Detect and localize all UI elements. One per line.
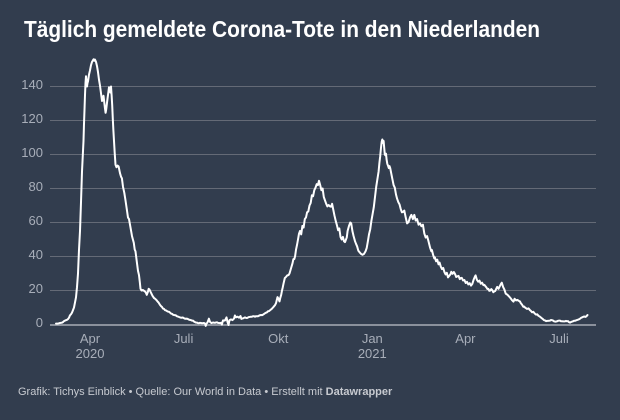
- svg-text:Apr: Apr: [455, 331, 476, 346]
- svg-text:80: 80: [29, 179, 43, 194]
- svg-text:Juli: Juli: [549, 331, 569, 346]
- svg-text:20: 20: [29, 281, 43, 296]
- svg-text:100: 100: [21, 145, 43, 160]
- svg-text:60: 60: [29, 213, 43, 228]
- svg-text:Juli: Juli: [174, 331, 194, 346]
- svg-text:Okt: Okt: [268, 331, 289, 346]
- svg-text:0: 0: [36, 315, 43, 330]
- svg-text:2020: 2020: [76, 346, 105, 361]
- svg-text:2021: 2021: [358, 346, 387, 361]
- svg-text:Apr: Apr: [80, 331, 101, 346]
- svg-text:120: 120: [21, 111, 43, 126]
- svg-text:140: 140: [21, 77, 43, 92]
- svg-text:Jan: Jan: [362, 331, 383, 346]
- svg-text:40: 40: [29, 247, 43, 262]
